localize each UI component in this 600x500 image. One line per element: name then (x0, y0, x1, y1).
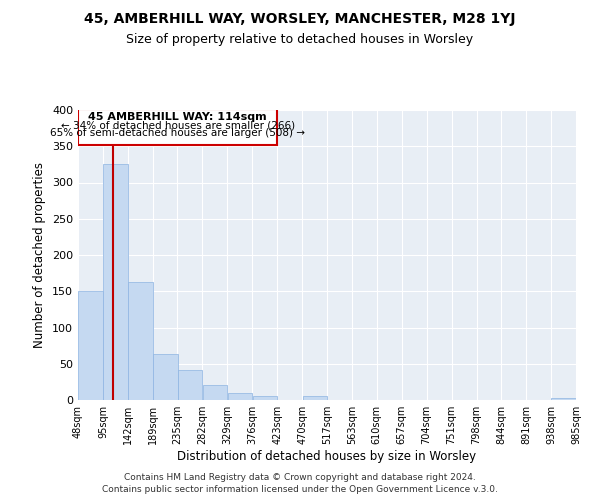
Bar (551, 398, 575, 400)
Bar (128, 282, 152, 400)
X-axis label: Distribution of detached houses by size in Worsley: Distribution of detached houses by size … (178, 450, 476, 463)
Text: 45 AMBERHILL WAY: 114sqm: 45 AMBERHILL WAY: 114sqm (88, 112, 267, 122)
Bar (302, 396, 327, 400)
Text: Contains public sector information licensed under the Open Government Licence v.: Contains public sector information licen… (102, 485, 498, 494)
Bar (203, 385, 227, 400)
Text: ← 34% of detached houses are smaller (266): ← 34% of detached houses are smaller (26… (61, 120, 295, 130)
Bar (228, 393, 252, 400)
Y-axis label: Number of detached properties: Number of detached properties (34, 162, 46, 348)
Text: 65% of semi-detached houses are larger (508) →: 65% of semi-detached houses are larger (… (50, 128, 305, 138)
FancyBboxPatch shape (78, 108, 277, 145)
Text: Contains HM Land Registry data © Crown copyright and database right 2024.: Contains HM Land Registry data © Crown c… (124, 472, 476, 482)
Text: 45, AMBERHILL WAY, WORSLEY, MANCHESTER, M28 1YJ: 45, AMBERHILL WAY, WORSLEY, MANCHESTER, … (84, 12, 516, 26)
Bar (79, 290, 103, 400)
Bar (103, 164, 128, 400)
Bar (253, 396, 277, 400)
Bar (178, 370, 202, 400)
Bar (154, 354, 178, 400)
Text: Size of property relative to detached houses in Worsley: Size of property relative to detached ho… (127, 32, 473, 46)
